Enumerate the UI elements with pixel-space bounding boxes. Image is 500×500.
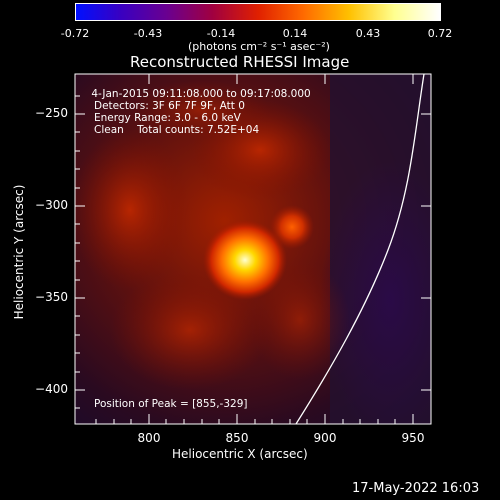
x-tick-label: 950	[401, 431, 425, 445]
plot-frame	[74, 73, 432, 425]
x-axis-ticks	[95, 74, 414, 424]
colorbar-tick: -0.43	[133, 27, 163, 40]
colorbar-gradient	[76, 4, 440, 20]
x-tick-label: 900	[313, 431, 337, 445]
x-axis-label: Heliocentric X (arcsec)	[172, 447, 308, 461]
y-tick-label: −350	[35, 290, 68, 304]
image-panel	[75, 74, 431, 424]
colorbar-tick: 0.43	[355, 27, 381, 40]
info-detectors: Detectors: 3F 6F 7F 9F, Att 0	[94, 100, 245, 112]
colorbar	[75, 3, 441, 21]
info-time-range: 4-Jan-2015 09:11:08.000 to 09:17:08.000	[88, 88, 311, 100]
y-tick-label: −300	[35, 198, 68, 212]
colorbar-tick: -0.72	[60, 27, 90, 40]
y-tick-label: −400	[35, 382, 68, 396]
plot-title: Reconstructed RHESSI Image	[130, 53, 350, 71]
secondary-source	[270, 205, 314, 249]
colorbar-tick: 0.72	[427, 27, 453, 40]
colorbar-tick: -0.14	[206, 27, 236, 40]
y-axis-ticks	[75, 95, 431, 409]
info-peak-position: Position of Peak = [855,-329]	[94, 398, 248, 410]
colorbar-units: (photons cm⁻² s⁻¹ asec⁻²)	[188, 40, 330, 53]
y-tick-label: −250	[35, 106, 68, 120]
generation-date: 17-May-2022 16:03	[352, 481, 480, 496]
peak-source	[203, 220, 287, 300]
colorbar-tick: 0.14	[282, 27, 308, 40]
x-tick-label: 850	[225, 431, 249, 445]
solar-limb-curve	[295, 74, 425, 424]
y-axis-label: Heliocentric Y (arcsec)	[12, 184, 26, 320]
x-tick-label: 800	[137, 431, 161, 445]
info-energy-range: Energy Range: 3.0 - 6.0 keV	[94, 112, 241, 124]
info-total-counts: Clean Total counts: 7.52E+04	[94, 124, 260, 136]
